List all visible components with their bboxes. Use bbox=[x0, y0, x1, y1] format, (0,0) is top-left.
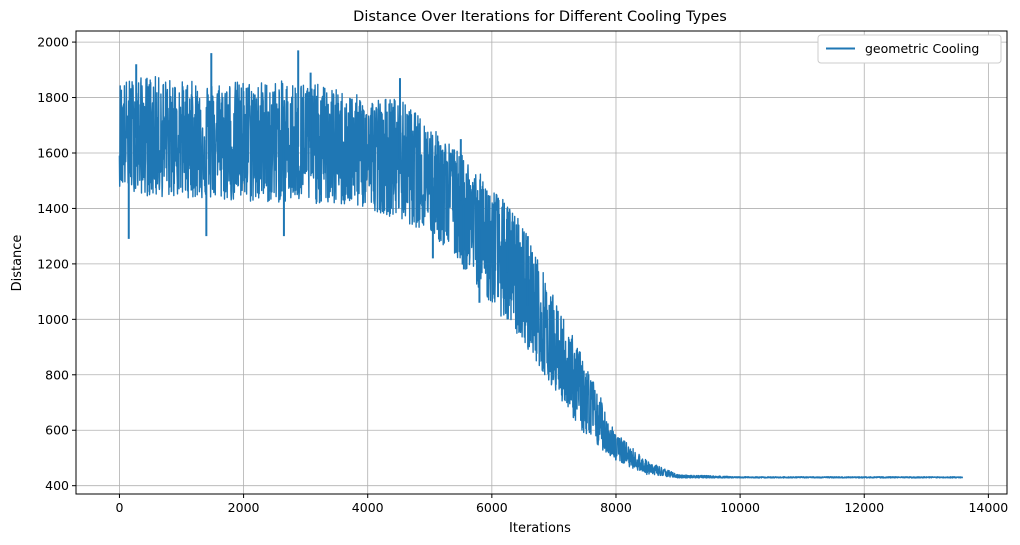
chart-title: Distance Over Iterations for Different C… bbox=[353, 9, 727, 25]
y-tick-label: 1400 bbox=[37, 201, 69, 216]
series-geometric-cooling bbox=[118, 50, 964, 479]
x-tick-label: 2000 bbox=[228, 500, 260, 515]
plot-frame bbox=[75, 30, 1008, 495]
y-tick-label: 1800 bbox=[37, 90, 69, 105]
x-tick-label: 12000 bbox=[844, 500, 884, 515]
x-tick-label: 0 bbox=[115, 500, 123, 515]
y-axis-title: Distance bbox=[10, 235, 25, 292]
y-tick-label: 1200 bbox=[37, 256, 69, 271]
x-tick-label: 10000 bbox=[720, 500, 760, 515]
series-line-geometric-cooling bbox=[118, 76, 964, 479]
x-axis-title: Iterations bbox=[509, 521, 571, 536]
x-tick-label: 14000 bbox=[968, 500, 1008, 515]
y-tick-label: 600 bbox=[45, 423, 69, 438]
y-tick-label: 1000 bbox=[37, 312, 69, 327]
x-tick-label: 8000 bbox=[600, 500, 632, 515]
legend-box bbox=[817, 34, 1002, 64]
legend-label-geometric-cooling: geometric Cooling bbox=[865, 41, 979, 56]
x-tick-label: 6000 bbox=[476, 500, 508, 515]
grid-lines bbox=[76, 31, 1007, 494]
legend: geometric Cooling bbox=[817, 34, 1002, 64]
x-tick-label: 4000 bbox=[352, 500, 384, 515]
axis-ticks: 0 2000 4000 6000 8000 10000 12000 14000 400 600 80… bbox=[37, 35, 1008, 515]
y-tick-label: 800 bbox=[45, 367, 69, 382]
y-tick-label: 2000 bbox=[37, 35, 69, 50]
y-tick-label: 400 bbox=[45, 478, 69, 493]
y-tick-label: 1600 bbox=[37, 145, 69, 160]
